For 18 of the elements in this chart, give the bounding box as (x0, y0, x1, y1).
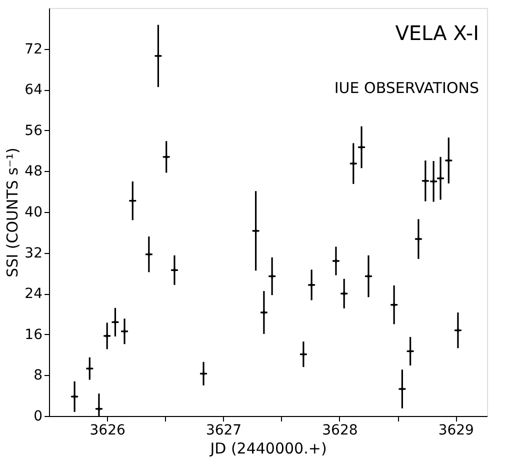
y-tick-label: 32 (24, 245, 42, 262)
y-tick-label: 48 (24, 164, 42, 180)
y-tick-label: 16 (24, 326, 43, 343)
y-tick-label: 8 (34, 368, 42, 384)
y-tick-label: 24 (24, 286, 43, 302)
y-tick-label: 72 (24, 41, 42, 58)
x-tick-label: 3629 (438, 422, 474, 438)
x-tick-label: 3627 (206, 422, 242, 438)
y-tick-label: 64 (24, 82, 43, 98)
y-axis-title: SSI (COUNTS s⁻¹) (4, 148, 22, 278)
x-tick-label: 3626 (90, 422, 126, 438)
y-tick-label: 0 (34, 408, 42, 424)
y-tick-label: 56 (24, 122, 43, 139)
x-tick-label: 3628 (322, 422, 358, 438)
annotation: VELA X-I (395, 21, 479, 45)
x-axis-title: JD (2440000.+) (209, 440, 327, 458)
y-tick-label: 40 (24, 204, 42, 220)
annotation: IUE OBSERVATIONS (334, 79, 479, 97)
